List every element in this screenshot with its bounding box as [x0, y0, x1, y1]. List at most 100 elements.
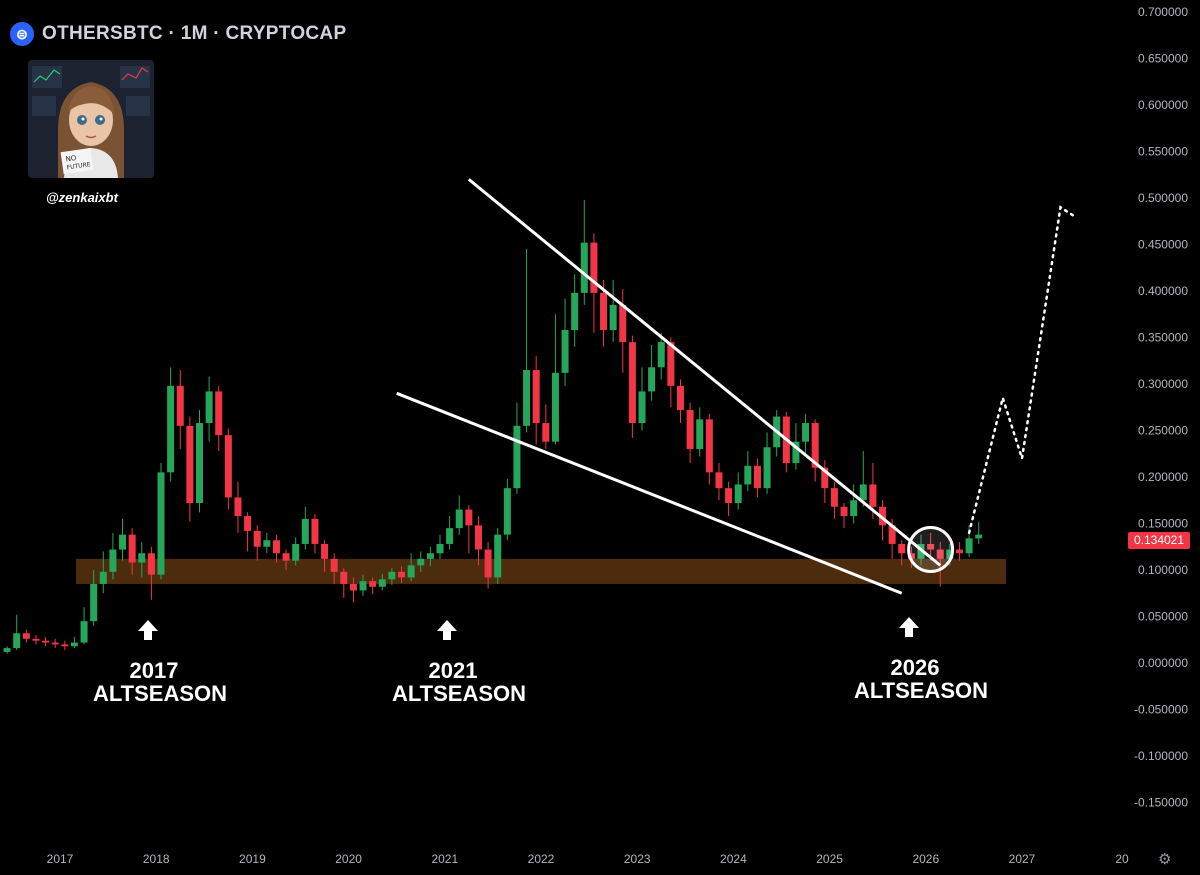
candle-body — [398, 571, 406, 578]
candle — [398, 566, 406, 584]
candle — [446, 516, 454, 550]
candle-body — [186, 425, 194, 504]
annotation-label: ALTSEASON — [392, 681, 526, 706]
candle-body — [936, 549, 944, 559]
candle — [330, 553, 338, 584]
candle-body — [369, 581, 377, 587]
candle — [99, 551, 107, 594]
up-arrow-icon — [437, 620, 457, 640]
candle-body — [494, 534, 502, 578]
candle-body — [244, 516, 252, 531]
y-tick-label: 0.550000 — [1138, 145, 1188, 159]
candle — [744, 450, 752, 491]
candle — [109, 532, 117, 580]
candle — [753, 458, 761, 498]
chart-header: ⊜ OTHERSBTC · 1M · CRYPTOCAP — [10, 22, 346, 46]
candle — [321, 540, 329, 572]
candle — [676, 379, 684, 424]
chart-title: OTHERSBTC · 1M · CRYPTOCAP — [42, 23, 347, 44]
candle — [61, 640, 69, 650]
candle — [580, 199, 588, 305]
candle — [282, 549, 290, 570]
candle — [830, 481, 838, 519]
y-tick-label: 0.200000 — [1138, 470, 1188, 484]
gear-icon[interactable]: ⚙ — [1158, 851, 1172, 868]
candle — [523, 249, 531, 433]
candle-body — [657, 342, 665, 368]
candle — [532, 356, 540, 445]
candle-body — [811, 423, 819, 468]
y-tick-label: 0.450000 — [1138, 238, 1188, 252]
candle-body — [205, 391, 213, 424]
candle-body — [3, 648, 11, 652]
candle — [147, 546, 155, 600]
candle — [628, 335, 636, 438]
candle-body — [263, 540, 271, 547]
candle-body — [80, 621, 88, 643]
projection-path — [967, 205, 1077, 535]
candle-body — [484, 549, 492, 578]
candle-body — [792, 441, 800, 464]
candle-body — [859, 484, 867, 501]
y-tick-label: 0.100000 — [1138, 563, 1188, 577]
candle — [176, 370, 184, 450]
cryptocap-logo-icon: ⊜ — [10, 22, 34, 46]
y-tick-label: 0.500000 — [1138, 191, 1188, 205]
candle-body — [927, 543, 935, 550]
candle-body — [744, 465, 752, 485]
candle — [253, 525, 261, 561]
y-tick-label: 0.650000 — [1138, 52, 1188, 66]
candle — [244, 512, 252, 552]
candle-body — [167, 385, 175, 473]
candle-body — [436, 543, 444, 554]
candle — [311, 514, 319, 554]
candle-body — [157, 472, 165, 575]
candle-body — [195, 423, 203, 504]
candle-body — [542, 423, 550, 442]
trendline-lower — [396, 391, 903, 595]
candle-body — [638, 391, 646, 424]
candle-body — [330, 558, 338, 572]
candle-body — [628, 342, 636, 424]
candles-layer — [3, 199, 983, 654]
y-tick-label: 0.350000 — [1138, 331, 1188, 345]
candle-body — [619, 304, 627, 343]
candle — [551, 314, 559, 445]
x-tick-label: 2023 — [624, 852, 651, 866]
x-tick-label: 2022 — [528, 852, 555, 866]
candle-body — [32, 638, 40, 641]
x-tick-label: 2017 — [47, 852, 74, 866]
candle — [32, 635, 40, 645]
candle — [51, 638, 59, 649]
candle-body — [90, 583, 98, 622]
candle-body — [234, 497, 242, 517]
candle — [811, 419, 819, 482]
candle-body — [898, 543, 906, 554]
candle — [436, 534, 444, 559]
candle-body — [128, 534, 136, 563]
candle — [898, 540, 906, 566]
candle — [821, 460, 829, 504]
candle — [850, 484, 858, 524]
candle-body — [42, 640, 50, 643]
y-tick-label: 0.400000 — [1138, 284, 1188, 298]
candle-body — [513, 425, 521, 489]
candle-body — [676, 385, 684, 411]
candle-body — [378, 579, 386, 587]
x-tick-label: 2018 — [143, 852, 170, 866]
candle — [378, 573, 386, 591]
candle-body — [388, 571, 396, 580]
candle-body — [686, 410, 694, 450]
candle — [407, 553, 415, 582]
support-zone-layer — [76, 558, 1006, 584]
candle-body — [215, 391, 223, 436]
candle — [205, 376, 213, 442]
candle — [484, 542, 492, 589]
candle-body — [907, 553, 915, 559]
candle — [215, 385, 223, 451]
candle — [734, 472, 742, 510]
